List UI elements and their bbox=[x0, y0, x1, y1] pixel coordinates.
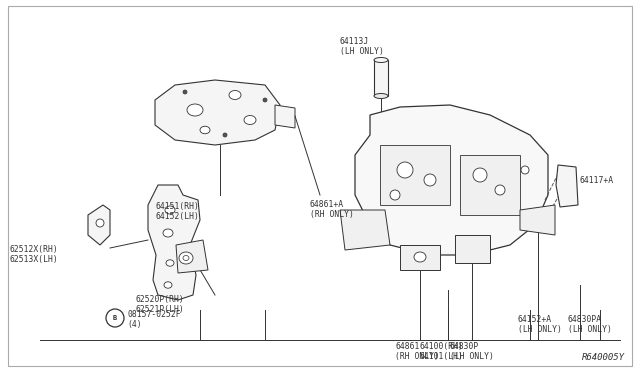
Ellipse shape bbox=[165, 206, 175, 214]
Text: 64152+A
(LH ONLY): 64152+A (LH ONLY) bbox=[518, 315, 562, 334]
Ellipse shape bbox=[424, 174, 436, 186]
Polygon shape bbox=[380, 145, 450, 205]
Polygon shape bbox=[340, 210, 390, 250]
Ellipse shape bbox=[374, 58, 388, 62]
Ellipse shape bbox=[229, 90, 241, 99]
Circle shape bbox=[106, 309, 124, 327]
Ellipse shape bbox=[473, 168, 487, 182]
Ellipse shape bbox=[223, 133, 227, 137]
Polygon shape bbox=[155, 80, 280, 145]
Polygon shape bbox=[275, 105, 295, 128]
Ellipse shape bbox=[166, 260, 174, 266]
Ellipse shape bbox=[244, 115, 256, 125]
Text: 64861
(RH ONLY): 64861 (RH ONLY) bbox=[395, 342, 439, 362]
Ellipse shape bbox=[164, 282, 172, 288]
Ellipse shape bbox=[390, 190, 400, 200]
Ellipse shape bbox=[200, 126, 210, 134]
Ellipse shape bbox=[521, 166, 529, 174]
Text: 64151(RH)
64152(LH): 64151(RH) 64152(LH) bbox=[155, 202, 199, 221]
Text: 64113J
(LH ONLY): 64113J (LH ONLY) bbox=[340, 37, 384, 57]
Text: 64830PA
(LH ONLY): 64830PA (LH ONLY) bbox=[568, 315, 612, 334]
Text: 62520P(RH)
62521P(LH): 62520P(RH) 62521P(LH) bbox=[135, 295, 184, 314]
Polygon shape bbox=[148, 185, 200, 300]
Text: 64117+A: 64117+A bbox=[580, 176, 614, 185]
Ellipse shape bbox=[183, 256, 189, 260]
Text: 64100(RH)
64101(LH): 64100(RH) 64101(LH) bbox=[420, 342, 464, 362]
Text: 64830P
(LH ONLY): 64830P (LH ONLY) bbox=[450, 342, 494, 362]
Ellipse shape bbox=[374, 93, 388, 99]
Text: R640005Y: R640005Y bbox=[582, 353, 625, 362]
Polygon shape bbox=[460, 155, 520, 215]
Text: 62512X(RH)
62513X(LH): 62512X(RH) 62513X(LH) bbox=[10, 245, 59, 264]
Ellipse shape bbox=[187, 104, 203, 116]
Ellipse shape bbox=[263, 98, 267, 102]
Ellipse shape bbox=[414, 252, 426, 262]
Text: B: B bbox=[113, 315, 117, 321]
Text: 64861+A
(RH ONLY): 64861+A (RH ONLY) bbox=[310, 200, 354, 219]
Polygon shape bbox=[556, 165, 578, 207]
Polygon shape bbox=[400, 245, 440, 270]
Polygon shape bbox=[520, 205, 555, 235]
Polygon shape bbox=[176, 240, 208, 273]
Polygon shape bbox=[455, 235, 490, 263]
Ellipse shape bbox=[163, 229, 173, 237]
Polygon shape bbox=[374, 60, 388, 96]
Ellipse shape bbox=[183, 90, 187, 94]
Polygon shape bbox=[355, 105, 548, 255]
Ellipse shape bbox=[495, 185, 505, 195]
Ellipse shape bbox=[96, 219, 104, 227]
Ellipse shape bbox=[179, 252, 193, 264]
Polygon shape bbox=[88, 205, 110, 245]
Ellipse shape bbox=[397, 162, 413, 178]
Text: 08157-0252F
(4): 08157-0252F (4) bbox=[127, 310, 180, 329]
